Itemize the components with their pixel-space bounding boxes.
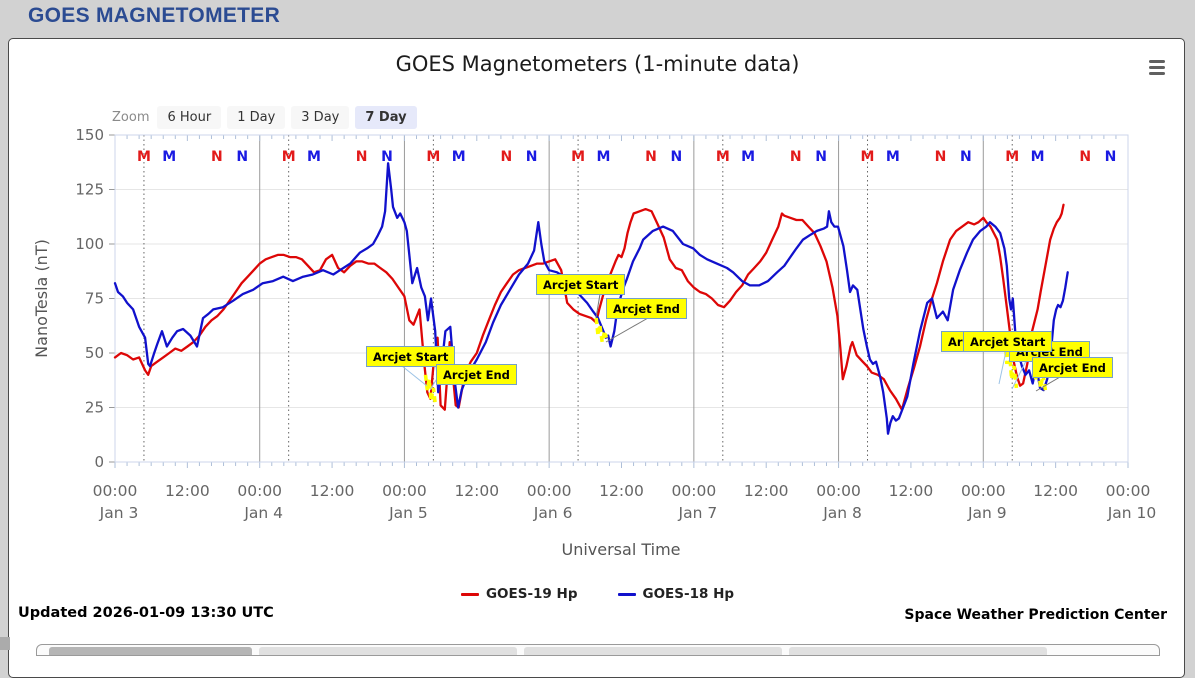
updated-timestamp: Updated 2026-01-09 13:30 UTC <box>18 605 274 621</box>
next-panel-tab[interactable] <box>49 647 252 655</box>
arcjet-label: Arcjet End <box>1032 357 1113 378</box>
hamburger-menu-icon[interactable] <box>1146 59 1168 79</box>
zoom-button-7day[interactable]: 7 Day <box>355 105 417 129</box>
goes19-line-swatch <box>460 592 479 596</box>
next-panel-fragment <box>36 644 1160 656</box>
next-panel-tab[interactable] <box>524 647 782 655</box>
zoom-button-1day[interactable]: 1 Day <box>227 105 286 129</box>
legend-label-goes19: GOES-19 Hp <box>485 586 578 602</box>
chart-legend: GOES-19 Hp GOES-18 Hp <box>0 586 1195 602</box>
zoom-button-3day[interactable]: 3 Day <box>291 105 350 129</box>
goes18-line-swatch <box>617 592 636 596</box>
legend-label-goes18: GOES-18 Hp <box>642 586 735 602</box>
chart-title: GOES Magnetometers (1-minute data) <box>395 52 800 76</box>
arcjet-label: Arcjet End <box>436 364 517 385</box>
page-title: GOES MAGNETOMETER <box>28 4 281 27</box>
page-corner-fragment <box>0 637 10 650</box>
arcjet-label: Arcjet Start <box>366 346 456 367</box>
zoom-controls: Zoom 6 Hour 1 Day 3 Day 7 Day <box>112 105 417 129</box>
zoom-button-6hour[interactable]: 6 Hour <box>157 105 222 129</box>
next-panel-tab[interactable] <box>259 647 517 655</box>
source-attribution: Space Weather Prediction Center <box>904 607 1167 623</box>
next-panel-tab[interactable] <box>789 647 1047 655</box>
legend-item-goes19[interactable]: GOES-19 Hp <box>460 586 578 602</box>
arcjet-label: Arcjet End <box>606 298 687 319</box>
arcjet-label: Arcjet Start <box>536 274 626 295</box>
legend-item-goes18[interactable]: GOES-18 Hp <box>617 586 735 602</box>
arcjet-label: Arcjet Start <box>963 331 1053 352</box>
zoom-label: Zoom <box>112 109 150 125</box>
page-header: GOES MAGNETOMETER <box>0 0 1195 36</box>
